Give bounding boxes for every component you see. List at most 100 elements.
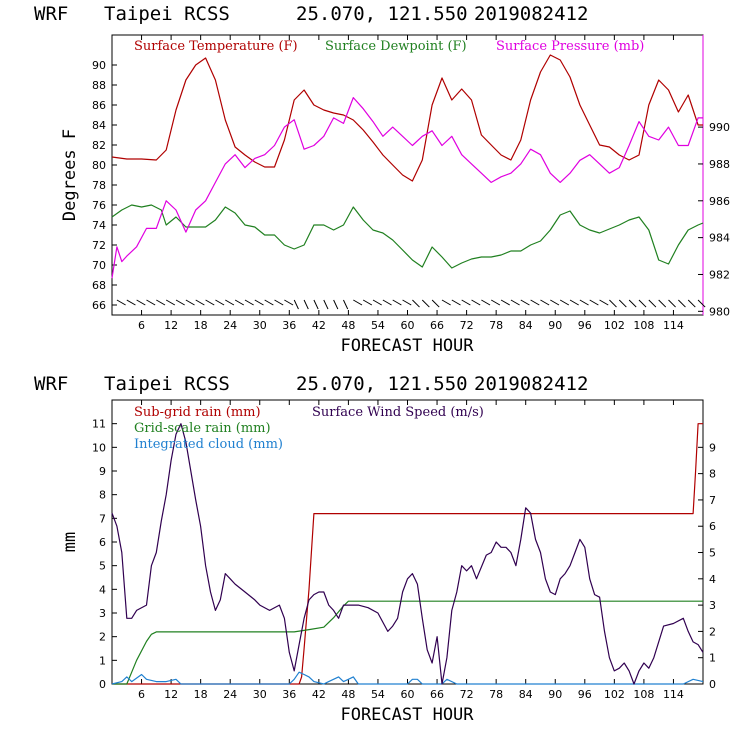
panel-1-run: 2019082412 [474,3,588,25]
wind-barb [678,299,686,308]
wind-barb [175,299,185,306]
x-tick-label: 102 [604,688,625,701]
x-tick-label: 48 [341,319,355,332]
legend-surface-pressure: Surface Pressure (mb) [496,39,644,54]
legend-grid-scale-rain: Grid-scale rain (mm) [134,421,271,436]
y-tick-label: 8 [99,489,106,502]
x-tick-label: 108 [633,319,654,332]
wind-barb [481,299,491,306]
wind-barb [136,299,146,306]
temperature-legend: Surface Temperature (F) Surface Dewpoint… [134,39,644,54]
wind-barb [648,299,657,308]
y-tick-label: 5 [99,560,106,573]
x-tick-label: 6 [138,688,145,701]
surface-pressure-line [111,96,703,279]
x-tick-label: 72 [460,319,474,332]
rain-x-axis-label: FORECAST HOUR [340,705,474,725]
x-tick-label: 114 [663,319,684,332]
y-tick-label: 86 [92,99,106,112]
y2-tick-label: 7 [709,494,716,507]
x-tick-label: 54 [371,319,385,332]
wind-barb [510,299,520,306]
x-tick-label: 96 [578,688,592,701]
y-tick-label: 3 [99,607,106,620]
x-tick-label: 60 [401,688,415,701]
rain-y-axis-label: mm [60,532,80,552]
wind-barb [156,299,166,306]
legend-surface-wind-speed: Surface Wind Speed (m/s) [312,405,484,420]
rain-y-ticks: 0 1 2 3 4 5 6 7 8 9 10 11 [92,418,117,691]
x-tick-label: 84 [519,319,533,332]
y2-tick-label: 3 [709,599,716,612]
wind-barb [372,299,382,306]
y-tick-label: 9 [99,465,106,478]
wind-barb [323,299,329,310]
x-tick-label: 36 [282,319,296,332]
y-tick-label: 7 [99,512,106,525]
wind-barb [225,299,235,306]
wind-barb [303,299,309,310]
legend-surface-dewpoint: Surface Dewpoint (F) [325,39,467,54]
y-tick-label: 72 [92,239,106,252]
grid-scale-rain-line [112,600,703,685]
legend-surface-temperature: Surface Temperature (F) [134,39,298,54]
x-tick-label: 72 [460,688,474,701]
y-tick-label: 80 [92,159,106,172]
y2-tick-label: 4 [709,573,716,586]
wind-barb [589,299,599,306]
x-tick-label: 84 [519,688,533,701]
wind-barb [431,299,440,308]
wind-barb [530,299,540,306]
rain-x-ticks: 6 12 18 24 30 36 42 48 54 60 66 72 78 84 90 96 102 108 114 [138,400,684,701]
y2-tick-label: 9 [709,441,716,454]
x-tick-label: 78 [489,319,503,332]
y-tick-label: 4 [99,583,106,596]
wind-barb [451,299,461,306]
surface-dewpoint-line [111,204,704,269]
wind-barb [195,299,205,306]
wind-barb [284,299,294,306]
wind-barb [609,299,617,308]
temperature-chart: 6 12 18 24 30 36 42 48 54 60 66 72 78 84 90 96 102 108 114… [60,34,730,356]
wind-barb [274,299,284,306]
x-tick-label: 30 [253,319,267,332]
temperature-y-axis-label: Degrees F [60,129,80,221]
x-tick-label: 108 [633,688,654,701]
temperature-series [111,54,704,279]
y2-tick-label: 6 [709,520,716,533]
wind-speed-y-ticks: 0 1 2 3 4 5 6 7 8 9 [698,441,716,691]
y-tick-label: 74 [92,219,106,232]
panel-2-header: WRF Taipei RCSS 25.070, 121.550 20190824… [34,373,588,395]
wind-barb [550,299,560,306]
wind-barb [254,299,264,306]
x-tick-label: 78 [489,688,503,701]
x-tick-label: 54 [371,688,385,701]
temperature-y-ticks: 66 68 70 72 74 76 78 80 82 84 86 88 90 [92,59,117,312]
y-tick-label: 76 [92,199,106,212]
y2-tick-label: 2 [709,625,716,638]
wind-barb [353,299,363,306]
y2-tick-label: 990 [709,121,730,134]
y2-tick-label: 982 [709,268,730,281]
wind-barbs [116,299,706,310]
integrated-cloud-line [111,671,704,685]
panel-2-run: 2019082412 [474,373,588,395]
wind-barb [441,299,451,306]
wind-barb [569,299,579,306]
wind-barb [165,299,176,306]
wind-barb [215,299,225,306]
panel-1-model: WRF [34,3,68,25]
x-tick-label: 90 [548,688,562,701]
wind-barb [333,299,339,310]
wind-barb [559,299,570,306]
panel-1-header: WRF Taipei RCSS 25.070, 121.550 20190824… [34,3,588,25]
x-tick-label: 12 [164,319,178,332]
wind-barb [244,299,254,306]
wind-barb [618,299,627,308]
x-tick-label: 102 [604,319,625,332]
wind-barb [471,299,481,306]
y-tick-label: 68 [92,279,106,292]
wind-barb [697,299,706,308]
y-tick-label: 11 [92,418,106,431]
